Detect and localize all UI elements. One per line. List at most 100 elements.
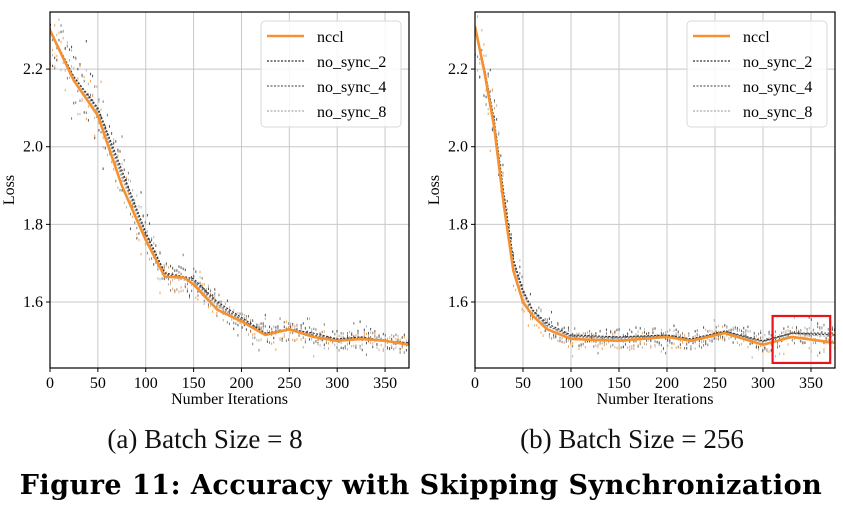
data-point-no_sync_8: [808, 326, 810, 330]
data-point-nccl: [643, 342, 645, 346]
data-point-no_sync_8: [700, 340, 702, 344]
data-point-no_sync_4: [529, 314, 531, 318]
data-point-no_sync_8: [559, 337, 561, 341]
data-point-no_sync_8: [136, 194, 138, 197]
data-point-no_sync_8: [703, 340, 705, 343]
data-point-no_sync_8: [787, 329, 789, 332]
data-point-no_sync_8: [207, 284, 209, 288]
legend: nccl no_sync_2 no_sync_4 no_sync_8: [260, 20, 402, 128]
data-point-no_sync_8: [302, 336, 304, 339]
data-point-no_sync_2: [296, 327, 298, 331]
data-point-no_sync_4: [760, 336, 762, 340]
data-point-no_sync_4: [654, 340, 656, 343]
data-point-no_sync_4: [256, 324, 258, 328]
data-point-no_sync_4: [544, 317, 546, 321]
data-point-nccl: [66, 41, 68, 44]
data-point-no_sync_8: [728, 337, 730, 340]
data-point-no_sync_4: [60, 24, 62, 27]
data-point-no_sync_4: [157, 268, 159, 271]
data-point-no_sync_2: [52, 64, 54, 68]
data-point-no_sync_4: [283, 320, 285, 324]
data-point-no_sync_2: [77, 67, 79, 71]
data-point-nccl: [83, 75, 85, 79]
data-point-no_sync_2: [60, 30, 62, 34]
data-point-no_sync_8: [403, 351, 405, 354]
data-point-no_sync_2: [555, 335, 557, 339]
data-point-no_sync_4: [123, 158, 125, 162]
data-point-no_sync_2: [779, 337, 781, 340]
data-point-no_sync_2: [197, 290, 199, 293]
data-point-no_sync_2: [548, 317, 550, 320]
data-point-no_sync_4: [389, 347, 391, 351]
axes-frame: [474, 11, 836, 369]
data-point-no_sync_8: [576, 332, 578, 336]
data-point-no_sync_4: [515, 269, 517, 272]
data-point-no_sync_8: [56, 33, 58, 37]
data-point-no_sync_2: [195, 270, 197, 273]
data-point-no_sync_4: [73, 101, 75, 105]
data-point-no_sync_8: [290, 322, 292, 326]
data-point-no_sync_2: [405, 348, 407, 352]
x-tick-label: 300: [325, 375, 349, 392]
data-point-nccl: [787, 343, 789, 346]
data-point-nccl: [309, 317, 311, 320]
data-point-no_sync_8: [315, 328, 317, 331]
data-point-no_sync_4: [570, 339, 572, 343]
data-point-no_sync_4: [781, 331, 783, 335]
data-point-no_sync_8: [821, 327, 823, 330]
data-point-no_sync_4: [479, 76, 481, 79]
data-point-no_sync_2: [717, 334, 719, 338]
data-point-no_sync_2: [401, 336, 403, 339]
data-point-no_sync_4: [711, 340, 713, 343]
series-lines: [50, 29, 409, 346]
data-point-no_sync_2: [165, 262, 167, 266]
data-point-no_sync_2: [808, 316, 810, 319]
data-point-no_sync_8: [565, 331, 567, 334]
data-point-nccl: [665, 331, 667, 334]
data-point-no_sync_4: [707, 343, 709, 347]
data-point-nccl: [56, 54, 58, 58]
data-point-no_sync_2: [349, 342, 351, 345]
data-point-no_sync_4: [75, 101, 77, 104]
data-point-no_sync_8: [785, 332, 787, 335]
data-point-nccl: [323, 330, 325, 333]
data-point-no_sync_2: [629, 340, 631, 343]
data-point-no_sync_4: [159, 251, 161, 254]
data-point-nccl: [517, 278, 519, 281]
data-point-no_sync_4: [779, 345, 781, 348]
data-point-no_sync_4: [605, 332, 607, 335]
data-point-no_sync_8: [323, 346, 325, 350]
data-point-nccl: [220, 306, 222, 309]
data-point-no_sync_8: [85, 68, 87, 72]
data-point-no_sync_4: [365, 353, 367, 356]
data-point-no_sync_2: [675, 328, 677, 332]
data-point-no_sync_8: [605, 342, 607, 346]
data-point-no_sync_8: [494, 100, 496, 104]
data-point-nccl: [207, 305, 209, 309]
data-point-no_sync_8: [747, 330, 749, 333]
data-point-no_sync_4: [233, 321, 235, 325]
data-point-no_sync_4: [728, 329, 730, 332]
data-point-no_sync_4: [336, 346, 338, 349]
data-point-no_sync_8: [698, 334, 700, 338]
data-point-nccl: [380, 343, 382, 347]
data-point-nccl: [64, 69, 66, 72]
data-point-no_sync_4: [83, 79, 85, 83]
data-point-no_sync_8: [734, 327, 736, 331]
data-point-no_sync_2: [336, 330, 338, 333]
data-point-no_sync_4: [378, 335, 380, 339]
data-point-no_sync_8: [500, 163, 502, 167]
data-point-no_sync_4: [290, 325, 292, 329]
data-point-nccl: [174, 291, 176, 294]
data-point-no_sync_8: [313, 341, 315, 345]
data-point-no_sync_2: [309, 338, 311, 341]
data-point-no_sync_8: [119, 168, 121, 171]
data-point-no_sync_8: [231, 318, 233, 321]
data-point-nccl: [370, 341, 372, 344]
data-point-no_sync_4: [510, 233, 512, 236]
data-point-no_sync_8: [694, 347, 696, 350]
data-point-nccl: [125, 176, 127, 180]
data-point-nccl: [717, 330, 719, 334]
data-point-no_sync_4: [262, 324, 264, 328]
data-point-nccl: [401, 346, 403, 349]
